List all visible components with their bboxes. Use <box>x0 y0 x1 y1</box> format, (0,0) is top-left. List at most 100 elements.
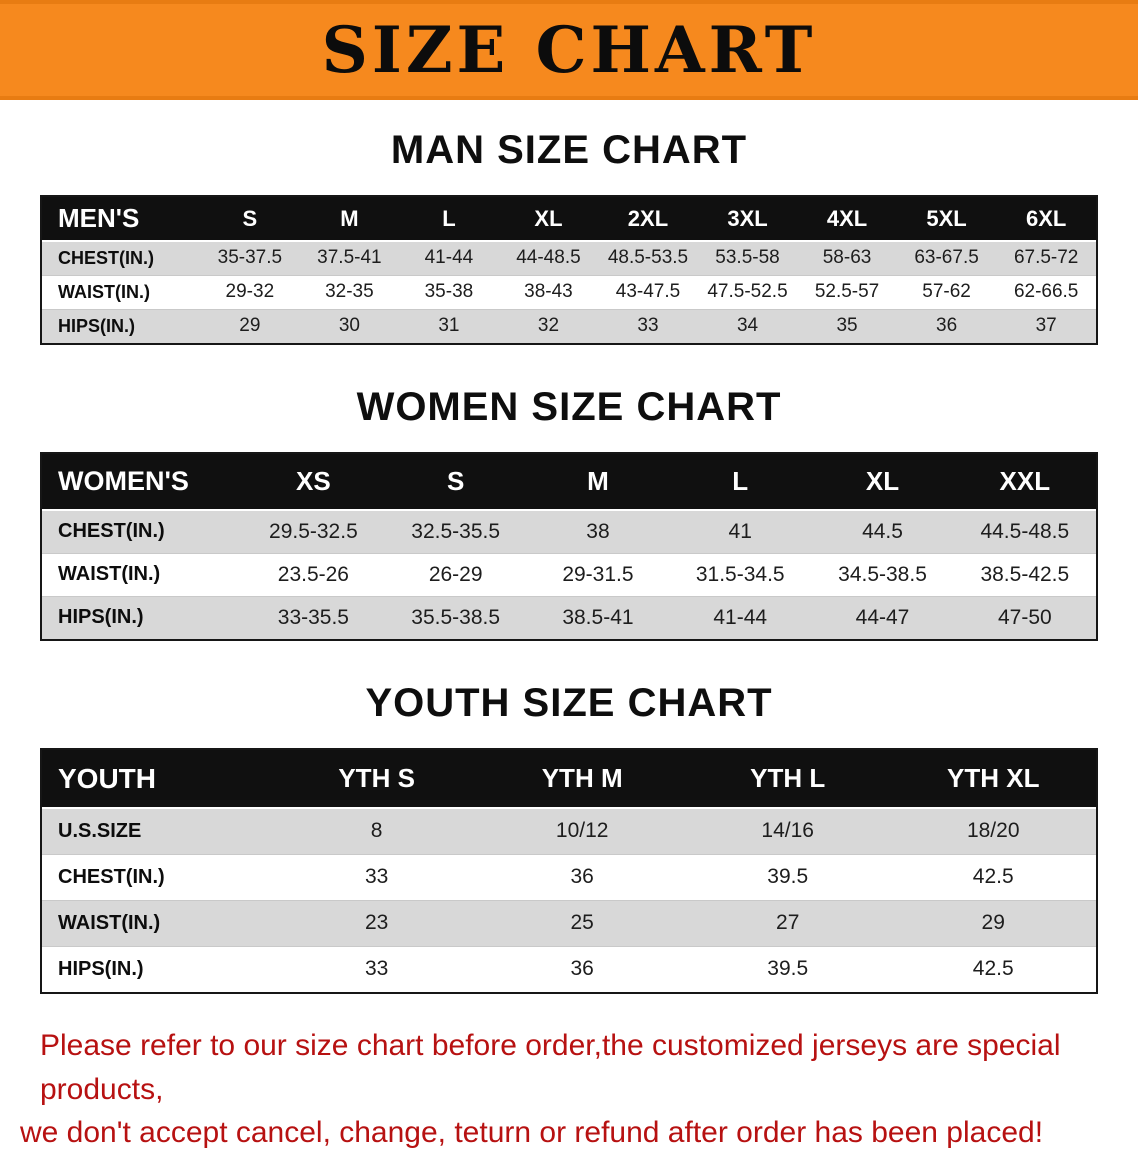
row-label-cell: WAIST(IN.) <box>42 275 201 310</box>
value-cell: 35 <box>836 315 858 337</box>
value-cell: 38.5-42.5 <box>953 553 1096 597</box>
value-cell: 36 <box>936 315 958 337</box>
value-cell: 25 <box>479 900 685 947</box>
size-table: MEN'S S M L XL 2XL 3XL 4XL 5XL 6XL CHEST(IN.) 35-37… <box>42 197 1096 343</box>
column-header-cell: 4XL <box>797 197 897 242</box>
value-cell: 31.5-34.5 <box>669 553 812 597</box>
banner: SIZE CHART <box>0 0 1138 100</box>
column-header-cell: XS <box>242 454 385 511</box>
value-cell: 29 <box>239 315 261 337</box>
youth-section-heading: YOUTH SIZE CHART <box>365 681 773 725</box>
value-cell: 26-29 <box>384 553 527 597</box>
value-cell: 62-66.5 <box>996 275 1096 310</box>
row-label-cell: WAIST(IN.) <box>42 900 274 947</box>
value-cell: 67.5-72 <box>996 241 1096 276</box>
value-cell: 48.5-53.5 <box>598 241 698 276</box>
table-row: CHEST(IN.) 33 36 39.5 42.5 <box>42 854 1096 901</box>
value-cell: 33 <box>637 315 659 337</box>
column-header-cell: S <box>384 454 527 511</box>
size-table: WOMEN'S XS S M L XL XXL CHEST(IN.) 29.5-32.5 32.5… <box>42 454 1096 639</box>
table-row: CHEST(IN.) 35-37.5 37.5-41 41-44 44-48.5 48.5… <box>42 241 1096 276</box>
value-cell: 32.5-35.5 <box>384 510 527 554</box>
value-cell: 38 <box>526 510 670 554</box>
row-label-cell: HIPS(IN.) <box>58 606 144 629</box>
column-header-cell: YTH S <box>273 750 480 809</box>
value-cell: 38.5-41 <box>562 605 634 629</box>
value-cell: 33 <box>364 957 389 981</box>
men-section: MAN SIZE CHART MEN'S S M L XL 2XL 3XL 4XL 5XL 6XL… <box>0 128 1138 345</box>
row-label-cell: U.S.SIZE <box>42 808 274 855</box>
column-header-cell: M <box>526 454 670 511</box>
table-row: HIPS(IN.) 33-35.5 35.5-38.5 38.5-41 41-44 44-… <box>42 596 1096 639</box>
table-row: U.S.SIZE 8 10/12 14/16 18/20 <box>42 808 1096 855</box>
column-header-cell: YTH M <box>479 750 685 809</box>
value-cell: 32-35 <box>299 275 400 310</box>
table-row: WAIST(IN.) 23 25 27 29 <box>42 900 1096 947</box>
value-cell: 38-43 <box>498 275 599 310</box>
value-cell: 36 <box>479 854 685 901</box>
column-header-cell: M <box>299 197 400 242</box>
column-header-cell: 2XL <box>598 197 698 242</box>
value-cell: 44-47 <box>855 605 910 629</box>
women-section: WOMEN SIZE CHART WOMEN'S XS S M L XL XXL CHEST(… <box>0 385 1138 641</box>
value-cell: 30 <box>338 315 360 337</box>
table-row: HIPS(IN.) 33 36 39.5 42.5 <box>42 946 1096 992</box>
column-header-cell: L <box>399 197 499 242</box>
value-cell: 33-35.5 <box>277 605 349 629</box>
column-header-cell: S <box>200 197 300 242</box>
value-cell: 44.5-48.5 <box>953 510 1096 554</box>
row-label-cell: HIPS(IN.) <box>58 957 144 980</box>
men-section-heading: MAN SIZE CHART <box>390 128 748 172</box>
header-row: MEN'S S M L XL 2XL 3XL 4XL 5XL 6XL <box>42 197 1096 242</box>
value-cell: 39.5 <box>767 957 809 981</box>
value-cell: 57-62 <box>896 275 997 310</box>
value-cell: 35.5-38.5 <box>411 605 501 629</box>
column-header-cell: XL <box>498 197 599 242</box>
value-cell: 41-44 <box>713 605 768 629</box>
value-cell: 23 <box>273 900 480 947</box>
value-cell: 23.5-26 <box>242 553 385 597</box>
column-header-cell: YOUTH <box>42 750 274 809</box>
page-title: SIZE CHART <box>321 12 817 88</box>
value-cell: 39.5 <box>684 854 891 901</box>
value-cell: 63-67.5 <box>896 241 997 276</box>
row-label-cell: CHEST(IN.) <box>42 241 201 276</box>
value-cell: 34.5-38.5 <box>811 553 954 597</box>
value-cell: 32 <box>537 315 560 337</box>
value-cell: 52.5-57 <box>797 275 897 310</box>
column-header-cell: WOMEN'S <box>42 454 243 511</box>
value-cell: 41 <box>669 510 812 554</box>
value-cell: 18/20 <box>890 808 1096 855</box>
value-cell: 47-50 <box>997 605 1052 629</box>
value-cell: 14/16 <box>684 808 891 855</box>
value-cell: 58-63 <box>797 241 897 276</box>
row-label-cell: HIPS(IN.) <box>58 315 136 336</box>
table-row: HIPS(IN.) 29 30 31 32 33 34 35 36 37 <box>42 309 1096 343</box>
value-cell: 44-48.5 <box>498 241 599 276</box>
column-header-cell: YTH XL <box>890 750 1096 809</box>
column-header-cell: XXL <box>953 454 1096 511</box>
column-header-cell: MEN'S <box>42 197 201 242</box>
value-cell: 47.5-52.5 <box>697 275 798 310</box>
value-cell: 44.5 <box>811 510 954 554</box>
men-size-table: MEN'S S M L XL 2XL 3XL 4XL 5XL 6XL CHEST(IN.) 35-37… <box>40 195 1098 345</box>
footer-note: Please refer to our size chart before or… <box>20 1024 1126 1155</box>
row-label-cell: CHEST(IN.) <box>42 854 274 901</box>
table-row: WAIST(IN.) 29-32 32-35 35-38 38-43 43-47.5 47.… <box>42 275 1096 310</box>
value-cell: 42.5 <box>972 957 1014 981</box>
value-cell: 37 <box>1035 315 1057 337</box>
size-table: YOUTH YTH S YTH M YTH L YTH XL U.S.SIZE 8 10/12… <box>42 750 1096 992</box>
column-header-cell: 3XL <box>697 197 798 242</box>
value-cell: 29-32 <box>200 275 300 310</box>
table-row: CHEST(IN.) 29.5-32.5 32.5-35.5 38 41 44.5 44.5… <box>42 510 1096 554</box>
header-row: WOMEN'S XS S M L XL XXL <box>42 454 1096 511</box>
women-section-heading: WOMEN SIZE CHART <box>356 385 782 429</box>
value-cell: 34 <box>736 315 759 337</box>
value-cell: 27 <box>684 900 891 947</box>
value-cell: 43-47.5 <box>598 275 698 310</box>
value-cell: 35-37.5 <box>200 241 300 276</box>
note-line: Please refer to our size chart before or… <box>40 1029 1061 1106</box>
value-cell: 35-38 <box>399 275 499 310</box>
value-cell: 33 <box>273 854 480 901</box>
